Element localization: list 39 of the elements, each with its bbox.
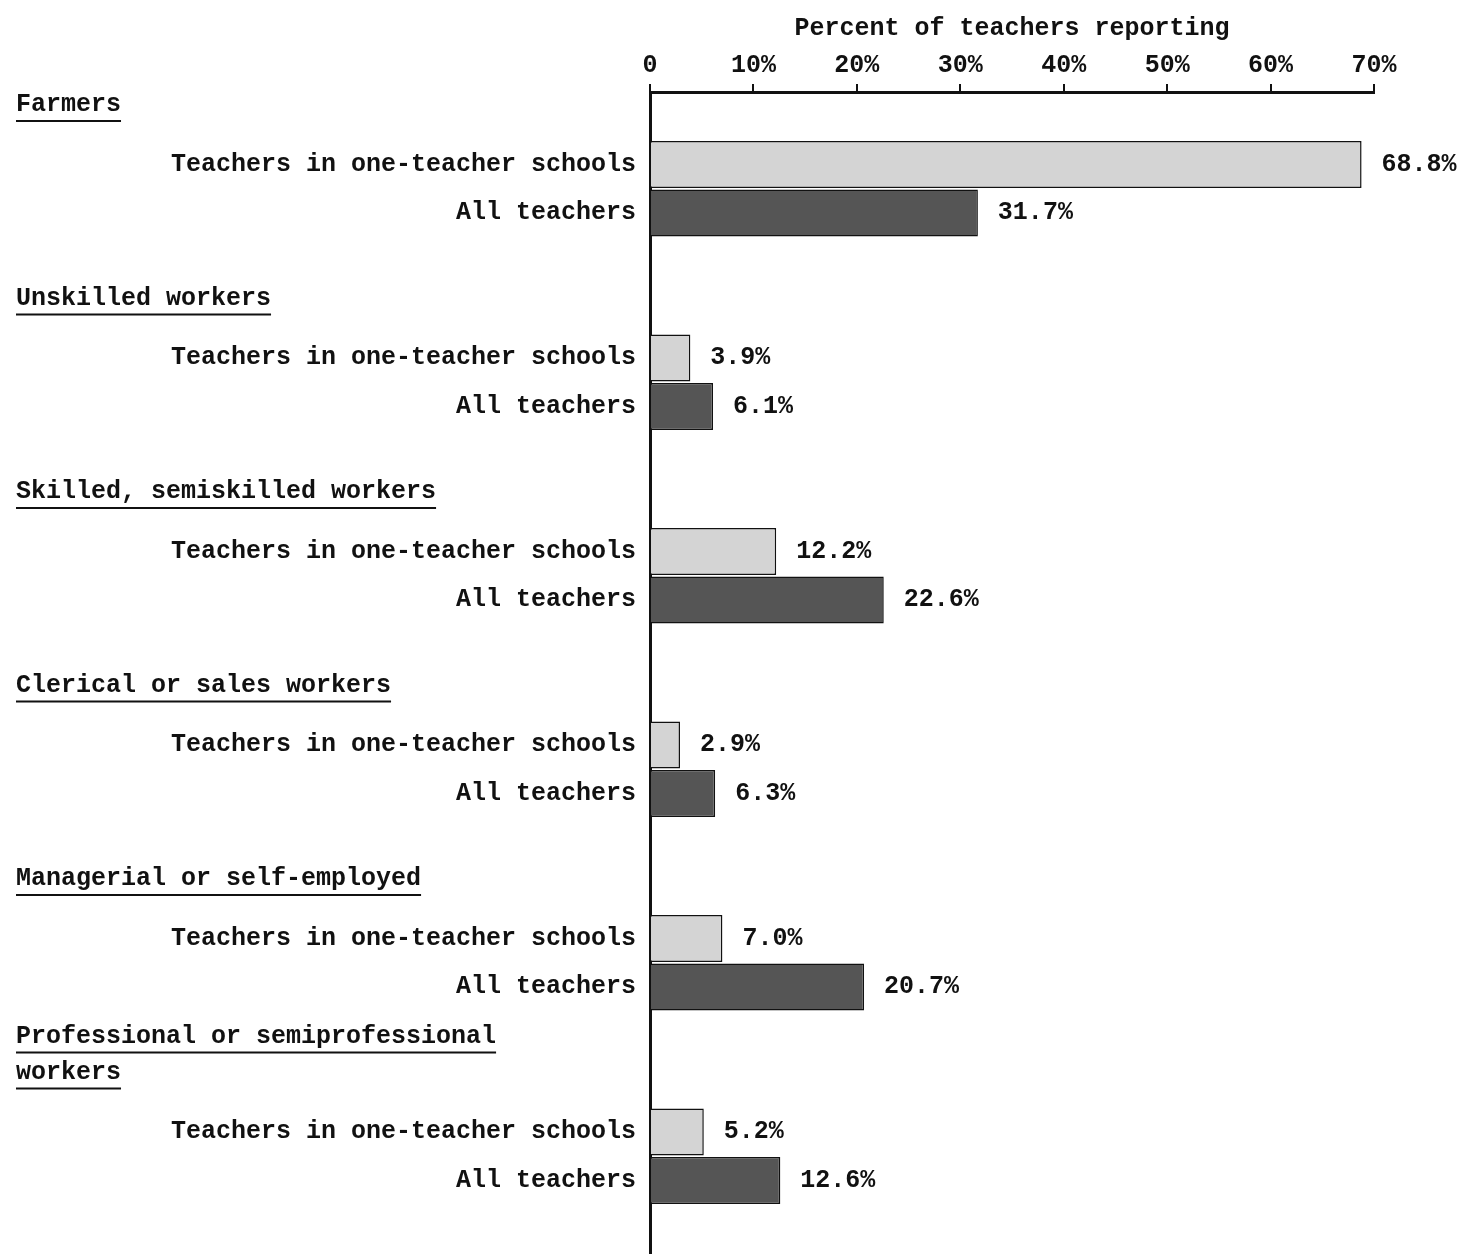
data-label: 6.1%	[733, 391, 795, 421]
data-label: 12.2%	[796, 536, 873, 566]
text: Teachers in one-teacher schools	[170, 923, 636, 953]
data-label: 22.6%	[903, 585, 980, 615]
y-tick-label: Farmers	[16, 90, 122, 120]
y-tick-label: Professional or semiprofessional workers	[16, 1021, 497, 1087]
text: Teachers in one-teacher schools	[170, 730, 636, 760]
data-label: 2.9%	[699, 730, 761, 760]
x-tick-label: 30%	[937, 51, 984, 81]
series-label: All teachers	[455, 198, 636, 228]
y-tick-label: Unskilled workers	[16, 283, 272, 313]
data-label: 31.7%	[997, 198, 1074, 228]
text: Teachers in one-teacher schools	[170, 536, 636, 566]
data-label: 7.0%	[742, 923, 804, 953]
x-tick-label: 70%	[1351, 51, 1398, 81]
text: All teachers	[455, 972, 636, 1002]
x-tick-label: 50%	[1144, 51, 1191, 81]
data-label: 20.7%	[884, 972, 961, 1002]
text: Teachers in one-teacher schools	[170, 1117, 636, 1147]
data-label: 3.9%	[710, 343, 772, 373]
data-label: 12.6%	[800, 1165, 877, 1195]
y-tick-label: Clerical or sales workers	[16, 670, 392, 700]
text: All teachers	[455, 391, 636, 421]
text: All teachers	[455, 585, 636, 615]
text: All teachers	[455, 778, 636, 808]
x-tick-label: 60%	[1248, 51, 1295, 81]
x-tick-label: 40%	[1041, 51, 1088, 81]
text: All teachers	[455, 1165, 636, 1195]
y-tick-label: Managerial or self-employed	[16, 864, 422, 894]
data-label: 5.2%	[723, 1117, 785, 1147]
data-label: 6.3%	[735, 778, 797, 808]
text: Teachers in one-teacher schools	[170, 343, 636, 373]
x-tick-label: 10%	[730, 51, 777, 81]
data-label: 68.8%	[1381, 149, 1458, 179]
x-tick-label: 20%	[834, 51, 881, 81]
series-label: Teachers in one-teacher schools	[170, 149, 636, 179]
x-axis-title: Percent of teachers reporting	[794, 14, 1230, 44]
x-tick-label: 0	[642, 51, 658, 81]
y-tick-label: Skilled, semiskilled workers	[16, 477, 437, 507]
